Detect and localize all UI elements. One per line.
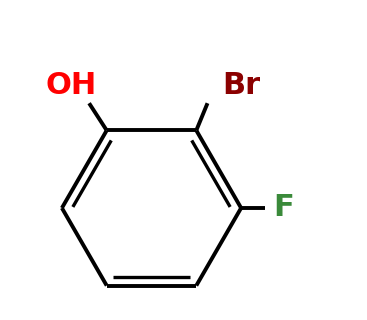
Text: Br: Br <box>222 71 260 100</box>
Text: OH: OH <box>46 71 97 100</box>
Text: F: F <box>273 194 294 222</box>
